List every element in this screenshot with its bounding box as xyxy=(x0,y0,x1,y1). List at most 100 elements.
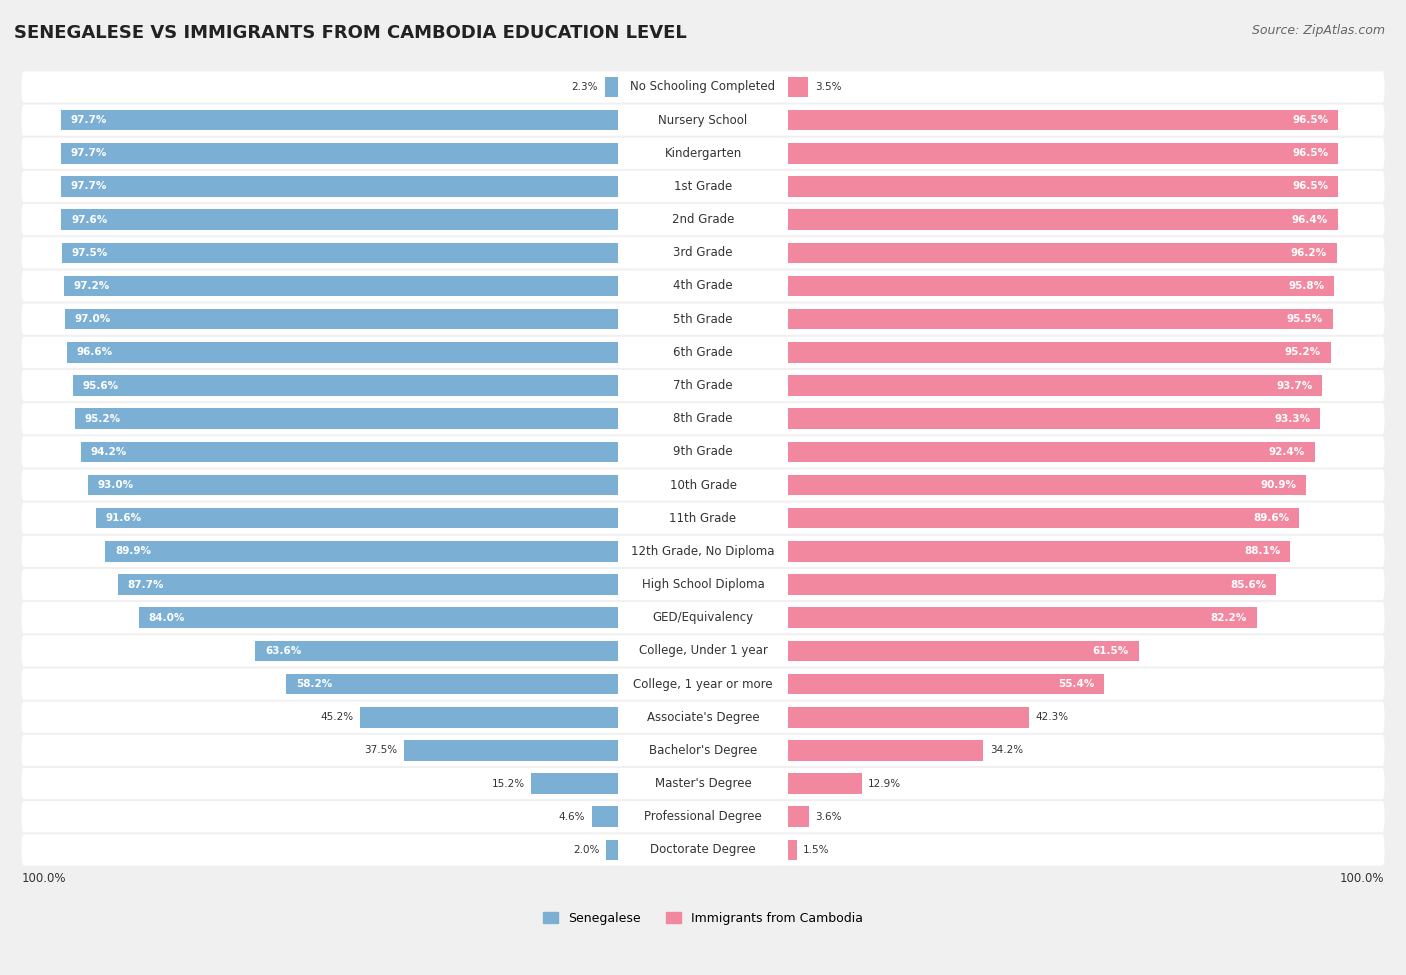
Bar xyxy=(789,773,862,794)
FancyBboxPatch shape xyxy=(21,370,1385,401)
Text: 58.2%: 58.2% xyxy=(295,679,332,689)
Text: 10th Grade: 10th Grade xyxy=(669,479,737,491)
Text: 61.5%: 61.5% xyxy=(1092,645,1129,656)
Text: 3rd Grade: 3rd Grade xyxy=(673,247,733,259)
Text: 1st Grade: 1st Grade xyxy=(673,180,733,193)
Text: 2nd Grade: 2nd Grade xyxy=(672,214,734,226)
Legend: Senegalese, Immigrants from Cambodia: Senegalese, Immigrants from Cambodia xyxy=(543,912,863,924)
Bar xyxy=(789,740,983,760)
Bar xyxy=(789,508,1299,528)
Text: 1.5%: 1.5% xyxy=(803,845,830,855)
Text: 93.7%: 93.7% xyxy=(1277,380,1312,391)
Bar xyxy=(67,342,617,363)
FancyBboxPatch shape xyxy=(21,569,1385,601)
Text: 34.2%: 34.2% xyxy=(990,746,1022,756)
FancyBboxPatch shape xyxy=(21,171,1385,202)
Text: 97.7%: 97.7% xyxy=(70,181,107,191)
Text: 3.5%: 3.5% xyxy=(814,82,841,92)
Bar xyxy=(404,740,617,760)
Bar xyxy=(789,176,1339,197)
Text: 95.2%: 95.2% xyxy=(84,413,121,424)
Text: 97.5%: 97.5% xyxy=(72,248,108,257)
FancyBboxPatch shape xyxy=(21,403,1385,434)
Text: 11th Grade: 11th Grade xyxy=(669,512,737,525)
Text: Associate's Degree: Associate's Degree xyxy=(647,711,759,723)
Bar xyxy=(531,773,617,794)
FancyBboxPatch shape xyxy=(21,270,1385,301)
Bar xyxy=(60,110,617,131)
Text: 96.4%: 96.4% xyxy=(1292,214,1327,224)
Text: 100.0%: 100.0% xyxy=(1340,872,1385,884)
Bar xyxy=(87,475,617,495)
Text: 45.2%: 45.2% xyxy=(321,712,353,722)
Text: 89.9%: 89.9% xyxy=(115,546,152,557)
Text: 84.0%: 84.0% xyxy=(149,612,186,623)
Text: Source: ZipAtlas.com: Source: ZipAtlas.com xyxy=(1251,24,1385,37)
Text: 93.0%: 93.0% xyxy=(97,480,134,490)
FancyBboxPatch shape xyxy=(21,702,1385,733)
Bar xyxy=(789,375,1322,396)
Text: Nursery School: Nursery School xyxy=(658,114,748,127)
FancyBboxPatch shape xyxy=(21,137,1385,169)
Text: GED/Equivalency: GED/Equivalency xyxy=(652,611,754,624)
Bar xyxy=(96,508,617,528)
Bar xyxy=(789,276,1334,296)
Text: 92.4%: 92.4% xyxy=(1268,447,1305,457)
Text: 8th Grade: 8th Grade xyxy=(673,412,733,425)
Bar xyxy=(73,375,617,396)
FancyBboxPatch shape xyxy=(21,237,1385,268)
FancyBboxPatch shape xyxy=(21,768,1385,800)
Text: 94.2%: 94.2% xyxy=(90,447,127,457)
Bar xyxy=(789,243,1337,263)
Bar xyxy=(789,607,1257,628)
Bar xyxy=(592,806,617,827)
Text: College, 1 year or more: College, 1 year or more xyxy=(633,678,773,690)
Bar xyxy=(62,210,617,230)
Text: 42.3%: 42.3% xyxy=(1036,712,1069,722)
Text: Doctorate Degree: Doctorate Degree xyxy=(650,843,756,856)
Text: 5th Grade: 5th Grade xyxy=(673,313,733,326)
Text: 95.6%: 95.6% xyxy=(83,380,118,391)
Text: 37.5%: 37.5% xyxy=(364,746,398,756)
Text: 88.1%: 88.1% xyxy=(1244,546,1281,557)
Bar xyxy=(360,707,617,727)
Text: 87.7%: 87.7% xyxy=(128,579,165,590)
Text: 89.6%: 89.6% xyxy=(1253,513,1289,524)
Text: 96.6%: 96.6% xyxy=(77,347,112,358)
Text: 95.8%: 95.8% xyxy=(1288,281,1324,291)
FancyBboxPatch shape xyxy=(21,204,1385,235)
Text: 100.0%: 100.0% xyxy=(21,872,66,884)
Text: 9th Grade: 9th Grade xyxy=(673,446,733,458)
Text: 2.3%: 2.3% xyxy=(572,82,598,92)
Text: 95.5%: 95.5% xyxy=(1286,314,1323,324)
Text: 95.2%: 95.2% xyxy=(1285,347,1322,358)
Bar xyxy=(60,176,617,197)
FancyBboxPatch shape xyxy=(21,303,1385,334)
FancyBboxPatch shape xyxy=(21,104,1385,136)
Text: 96.5%: 96.5% xyxy=(1292,148,1329,158)
Bar xyxy=(285,674,617,694)
FancyBboxPatch shape xyxy=(21,469,1385,500)
Text: 3.6%: 3.6% xyxy=(815,812,842,822)
Bar xyxy=(789,475,1306,495)
Text: High School Diploma: High School Diploma xyxy=(641,578,765,591)
Text: 93.3%: 93.3% xyxy=(1274,413,1310,424)
Bar xyxy=(65,309,617,330)
FancyBboxPatch shape xyxy=(21,336,1385,368)
Bar xyxy=(789,839,797,860)
Text: 97.6%: 97.6% xyxy=(72,214,107,224)
FancyBboxPatch shape xyxy=(21,735,1385,766)
Bar xyxy=(139,607,617,628)
Text: 90.9%: 90.9% xyxy=(1261,480,1296,490)
Bar xyxy=(75,409,617,429)
Bar xyxy=(789,806,808,827)
Text: 4th Grade: 4th Grade xyxy=(673,280,733,292)
Text: Professional Degree: Professional Degree xyxy=(644,810,762,823)
Text: SENEGALESE VS IMMIGRANTS FROM CAMBODIA EDUCATION LEVEL: SENEGALESE VS IMMIGRANTS FROM CAMBODIA E… xyxy=(14,24,686,42)
Bar xyxy=(789,309,1333,330)
Text: 97.7%: 97.7% xyxy=(70,115,107,125)
Text: 97.7%: 97.7% xyxy=(70,148,107,158)
FancyBboxPatch shape xyxy=(21,835,1385,866)
Text: 96.2%: 96.2% xyxy=(1291,248,1327,257)
Text: 55.4%: 55.4% xyxy=(1057,679,1094,689)
